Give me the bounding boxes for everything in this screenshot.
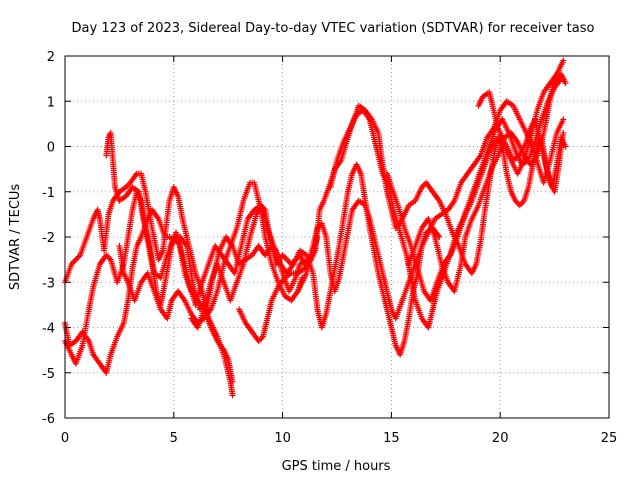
data-points xyxy=(62,57,569,399)
y-tick-label: -2 xyxy=(42,231,55,246)
x-axis-ticks: 0 5 10 15 20 25 xyxy=(61,56,617,446)
series-arc-6 xyxy=(188,161,443,358)
data-point xyxy=(229,392,236,399)
y-axis-label: SDTVAR / TECUs xyxy=(8,184,23,291)
y-tick-label: 0 xyxy=(47,141,55,156)
series-arc-8 xyxy=(294,98,567,322)
y-tick-label: -6 xyxy=(42,412,55,427)
x-tick-label: 15 xyxy=(383,431,400,446)
x-tick-label: 10 xyxy=(274,431,291,446)
series-arc-5 xyxy=(116,179,306,326)
y-tick-label: -1 xyxy=(42,186,55,201)
data-point xyxy=(560,57,567,64)
x-axis-label: GPS time / hours xyxy=(282,459,391,474)
data-point xyxy=(558,75,565,82)
chart-title: Day 123 of 2023, Sidereal Day-to-day VTE… xyxy=(72,21,595,36)
series-arc-12 xyxy=(475,89,569,191)
y-tick-label: -3 xyxy=(42,276,55,291)
series-arc-4 xyxy=(103,129,236,385)
x-tick-label: 20 xyxy=(492,431,509,446)
y-tick-label: -4 xyxy=(42,322,55,337)
data-point xyxy=(560,129,567,136)
data-point xyxy=(229,378,236,385)
data-point xyxy=(562,143,569,150)
x-tick-label: 5 xyxy=(170,431,178,446)
y-axis-ticks: -6 -5 -4 -3 -2 -1 0 1 2 xyxy=(42,50,609,427)
y-tick-label: 2 xyxy=(47,50,55,65)
data-point xyxy=(560,116,567,123)
x-tick-label: 0 xyxy=(61,431,69,446)
data-point xyxy=(562,80,569,87)
x-tick-label: 25 xyxy=(601,431,618,446)
y-tick-label: -5 xyxy=(42,367,55,382)
y-tick-label: 1 xyxy=(47,95,55,110)
